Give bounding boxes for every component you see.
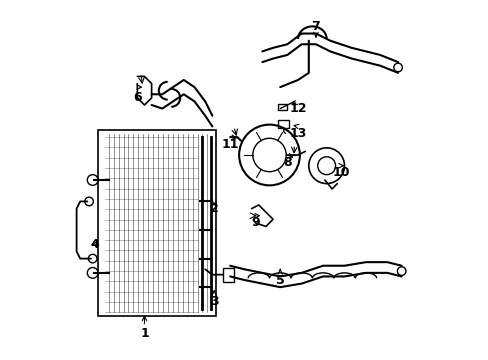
- Text: 13: 13: [289, 127, 306, 140]
- Bar: [98, 130, 216, 316]
- Bar: [278, 104, 287, 111]
- Text: 6: 6: [133, 91, 142, 104]
- Text: 3: 3: [209, 295, 218, 308]
- Bar: [278, 120, 288, 128]
- Text: 11: 11: [221, 138, 239, 151]
- Text: 4: 4: [90, 238, 99, 251]
- Text: 1: 1: [140, 327, 148, 340]
- Text: 9: 9: [250, 216, 259, 229]
- Text: 7: 7: [311, 20, 320, 33]
- Bar: [223, 267, 233, 282]
- Text: 12: 12: [289, 102, 306, 115]
- Text: 8: 8: [283, 156, 291, 168]
- Text: 2: 2: [209, 202, 218, 215]
- Text: 10: 10: [331, 166, 349, 179]
- Text: 5: 5: [275, 274, 284, 287]
